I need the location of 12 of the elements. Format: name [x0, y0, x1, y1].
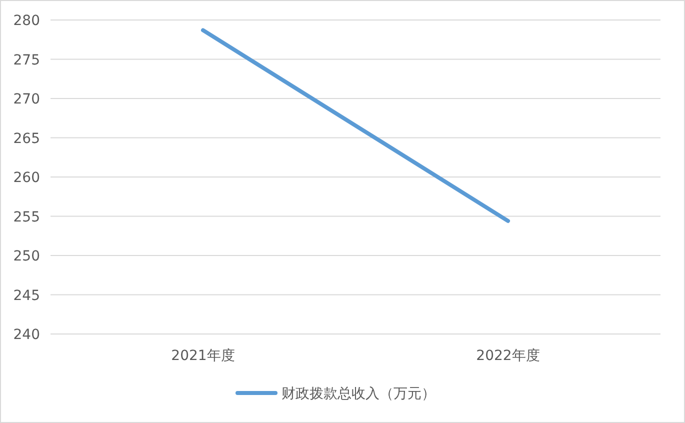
y-tick-label: 255 [13, 209, 40, 226]
y-tick-label: 265 [13, 130, 40, 147]
x-tick-label: 2021年度 [171, 348, 235, 364]
y-tick-label: 270 [13, 92, 40, 108]
legend-label: 财政拨款总收入（万元） [282, 386, 436, 402]
y-tick-label: 280 [13, 13, 40, 29]
y-tick-label: 275 [13, 52, 40, 68]
y-tick-label: 245 [13, 288, 40, 304]
y-tick-label: 260 [13, 170, 40, 186]
y-tick-label: 250 [13, 248, 40, 264]
x-tick-label: 2022年度 [476, 348, 540, 364]
y-tick-label: 240 [13, 327, 40, 343]
